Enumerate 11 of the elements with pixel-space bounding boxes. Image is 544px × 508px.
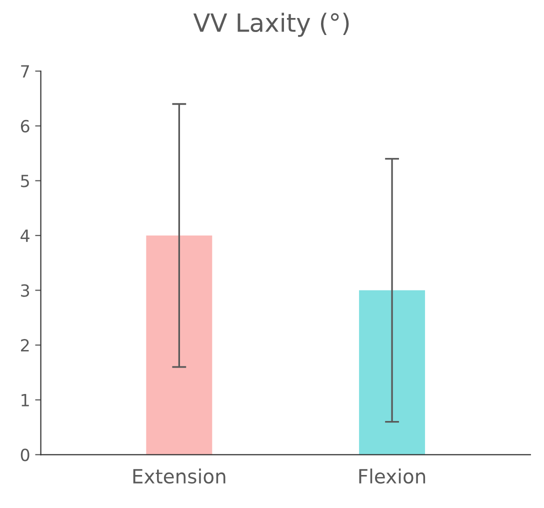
- y-tick-label: 4: [20, 230, 30, 242]
- chart-title: VV Laxity (°): [193, 12, 349, 37]
- y-tick-label: 3: [21, 284, 30, 297]
- y-tick-label: 7: [21, 65, 29, 78]
- y-tick-label: 1: [22, 394, 29, 406]
- y-tick-label: 6: [20, 120, 30, 132]
- x-tick-label: Flexion: [359, 468, 426, 484]
- y-tick-label: 0: [20, 448, 30, 462]
- y-tick-label: 2: [21, 339, 29, 352]
- y-tick-label: 5: [21, 174, 29, 188]
- x-tick-label: Extension: [133, 468, 226, 484]
